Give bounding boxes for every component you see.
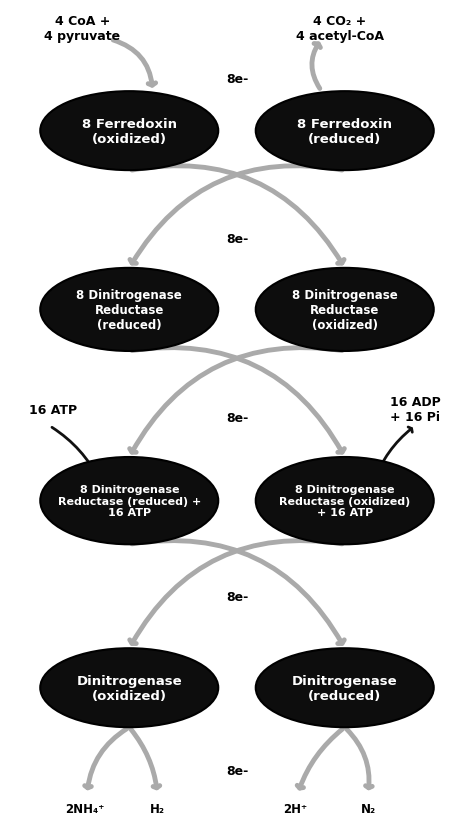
FancyArrowPatch shape <box>85 729 127 788</box>
Text: 8e-: 8e- <box>226 764 248 777</box>
Text: 8 Ferredoxin
(oxidized): 8 Ferredoxin (oxidized) <box>82 118 177 145</box>
Text: 8e-: 8e- <box>226 411 248 425</box>
Text: N₂: N₂ <box>361 802 376 815</box>
Ellipse shape <box>40 649 218 727</box>
Text: 16 ADP
+ 16 Pi: 16 ADP + 16 Pi <box>390 395 441 424</box>
Text: 8e-: 8e- <box>226 590 248 603</box>
FancyArrowPatch shape <box>131 730 160 788</box>
Text: 8e-: 8e- <box>226 233 248 246</box>
FancyArrowPatch shape <box>374 427 412 482</box>
Ellipse shape <box>40 457 218 544</box>
Text: Dinitrogenase
(oxidized): Dinitrogenase (oxidized) <box>76 674 182 702</box>
Text: Dinitrogenase
(reduced): Dinitrogenase (reduced) <box>292 674 398 702</box>
Text: 16 ATP: 16 ATP <box>28 403 77 416</box>
Text: 8 Dinitrogenase
Reductase
(reduced): 8 Dinitrogenase Reductase (reduced) <box>76 288 182 332</box>
FancyArrowPatch shape <box>346 729 372 788</box>
Text: 8 Dinitrogenase
Reductase (reduced) +
16 ATP: 8 Dinitrogenase Reductase (reduced) + 16… <box>58 485 201 517</box>
Text: 2H⁺: 2H⁺ <box>283 802 308 815</box>
Ellipse shape <box>40 268 218 352</box>
FancyArrowPatch shape <box>132 348 344 453</box>
Text: 2NH₄⁺: 2NH₄⁺ <box>65 802 104 815</box>
FancyArrowPatch shape <box>52 428 101 481</box>
FancyArrowPatch shape <box>132 166 344 264</box>
Ellipse shape <box>256 92 434 171</box>
FancyArrowPatch shape <box>113 41 155 86</box>
FancyArrowPatch shape <box>130 541 342 644</box>
FancyArrowPatch shape <box>130 166 342 264</box>
FancyArrowPatch shape <box>132 541 344 644</box>
Text: 8 Ferredoxin
(reduced): 8 Ferredoxin (reduced) <box>297 118 392 145</box>
Text: 4 CoA +
4 pyruvate: 4 CoA + 4 pyruvate <box>45 15 120 43</box>
Text: 8e-: 8e- <box>226 73 248 85</box>
FancyArrowPatch shape <box>130 348 342 453</box>
Text: 8 Dinitrogenase
Reductase
(oxidized): 8 Dinitrogenase Reductase (oxidized) <box>292 288 398 332</box>
FancyArrowPatch shape <box>312 44 320 89</box>
Ellipse shape <box>40 92 218 171</box>
Ellipse shape <box>256 268 434 352</box>
Text: H₂: H₂ <box>150 802 165 815</box>
Ellipse shape <box>256 457 434 544</box>
FancyArrowPatch shape <box>297 729 343 788</box>
Ellipse shape <box>256 649 434 727</box>
Text: 4 CO₂ +
4 acetyl-CoA: 4 CO₂ + 4 acetyl-CoA <box>296 15 384 43</box>
Text: 8 Dinitrogenase
Reductase (oxidized)
+ 16 ATP: 8 Dinitrogenase Reductase (oxidized) + 1… <box>279 485 410 517</box>
